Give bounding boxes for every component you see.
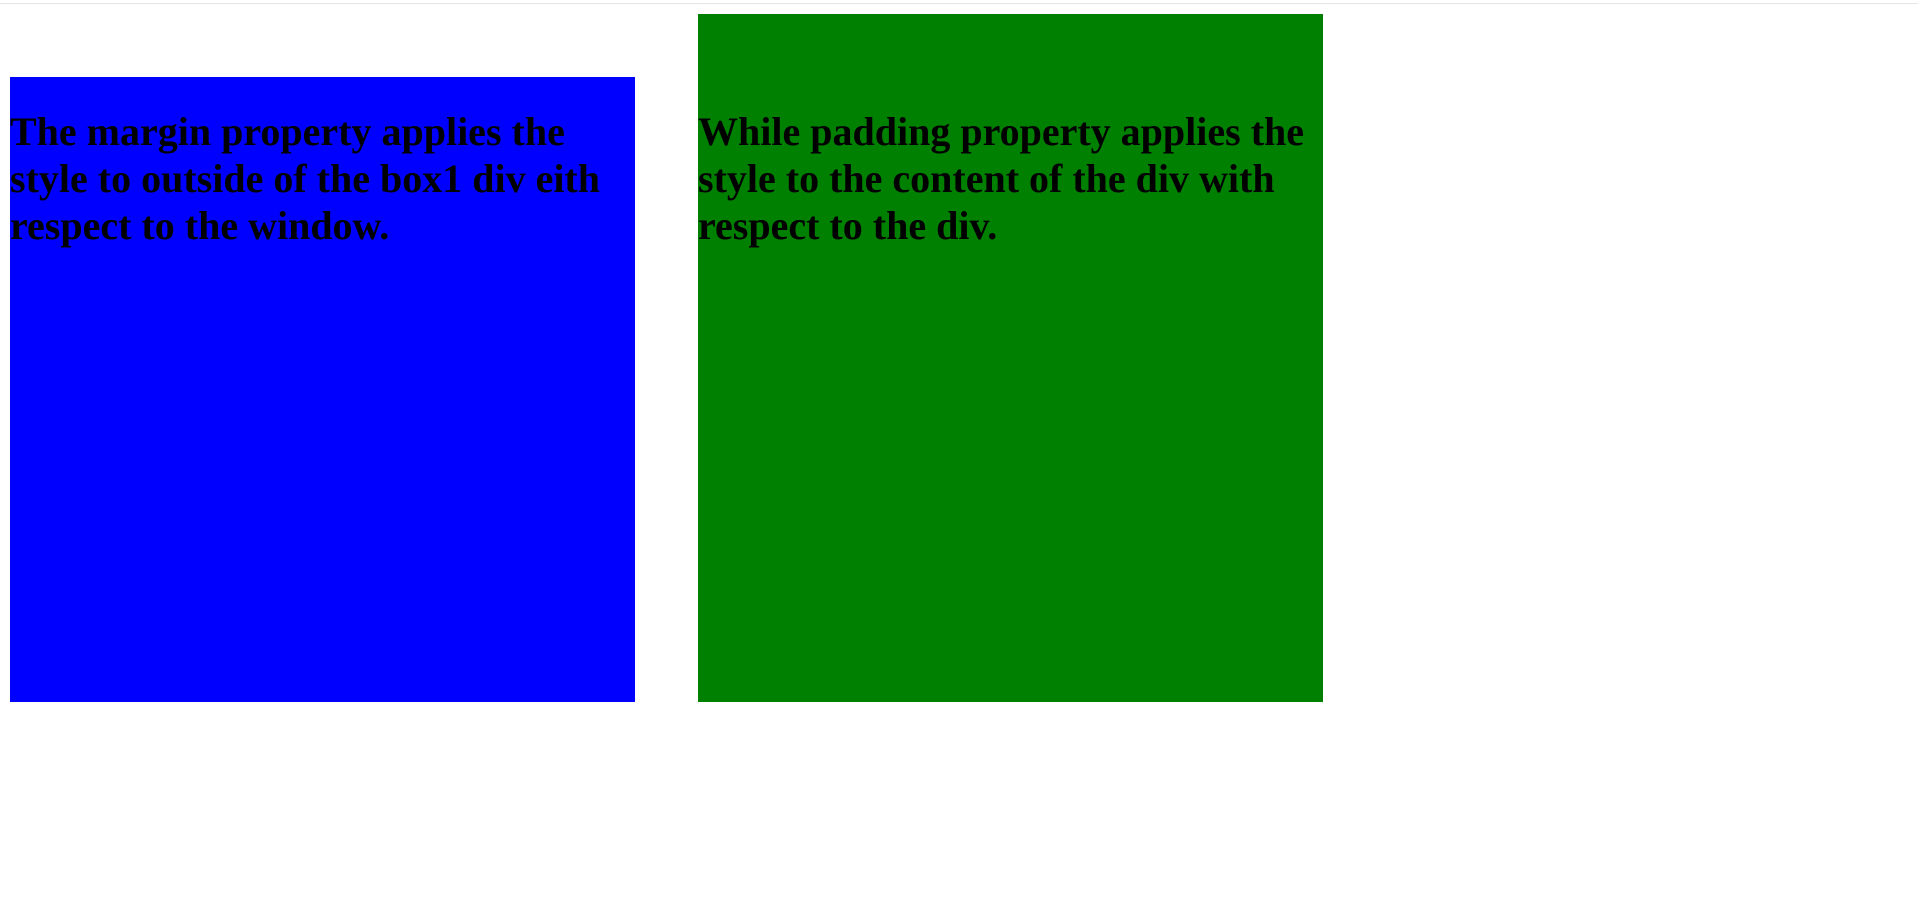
box1-text: The margin property applies the style to… [10,109,600,248]
box1-margin-demo: The margin property applies the style to… [10,77,635,702]
top-divider [0,3,1918,4]
box2-padding-demo: While padding property applies the style… [698,14,1323,702]
box2-text: While padding property applies the style… [698,109,1305,248]
